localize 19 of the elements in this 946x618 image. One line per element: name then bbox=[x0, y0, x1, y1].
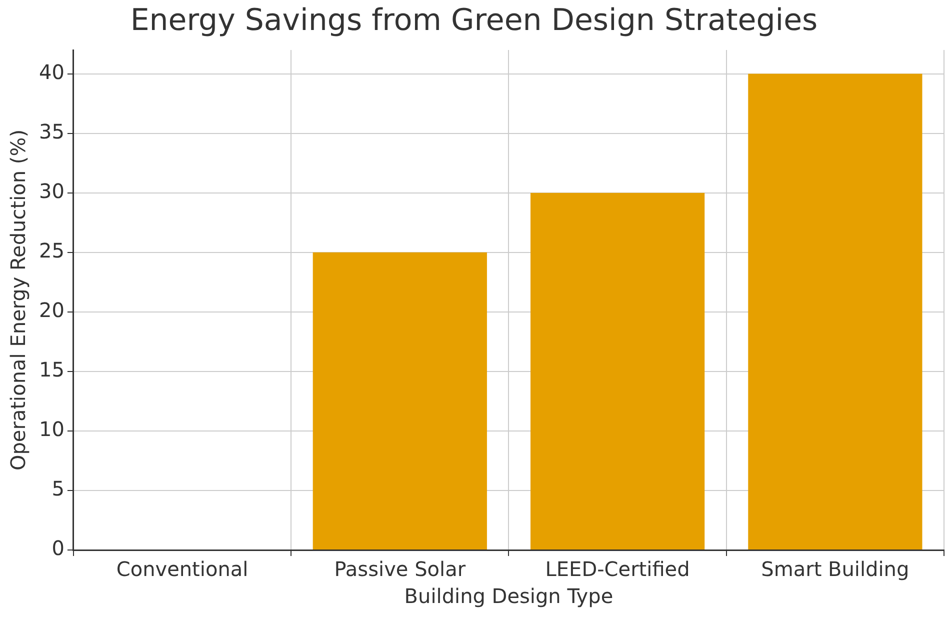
x-tick-label: Smart Building bbox=[761, 557, 910, 582]
y-tick-label: 15 bbox=[38, 358, 64, 382]
y-tick-label: 10 bbox=[38, 417, 64, 442]
bar bbox=[312, 252, 487, 550]
x-axis-title: Building Design Type bbox=[404, 584, 614, 608]
y-tick-label: 30 bbox=[38, 179, 64, 204]
y-tick-label: 35 bbox=[38, 120, 64, 144]
y-tick-label: 25 bbox=[38, 238, 64, 263]
y-tick-label: 0 bbox=[52, 536, 64, 560]
bar bbox=[748, 74, 922, 550]
bar bbox=[530, 192, 705, 550]
y-tick-label: 40 bbox=[38, 60, 64, 84]
x-tick-label: Conventional bbox=[116, 557, 248, 582]
x-tick-label: LEED-Certified bbox=[545, 557, 690, 582]
y-tick-label: 20 bbox=[38, 298, 64, 322]
y-axis-title: Operational Energy Reduction (%) bbox=[6, 129, 30, 471]
chart-title: Energy Savings from Green Design Strategies bbox=[130, 2, 818, 38]
x-tick-label: Passive Solar bbox=[334, 557, 466, 582]
y-tick-label: 5 bbox=[52, 476, 64, 501]
